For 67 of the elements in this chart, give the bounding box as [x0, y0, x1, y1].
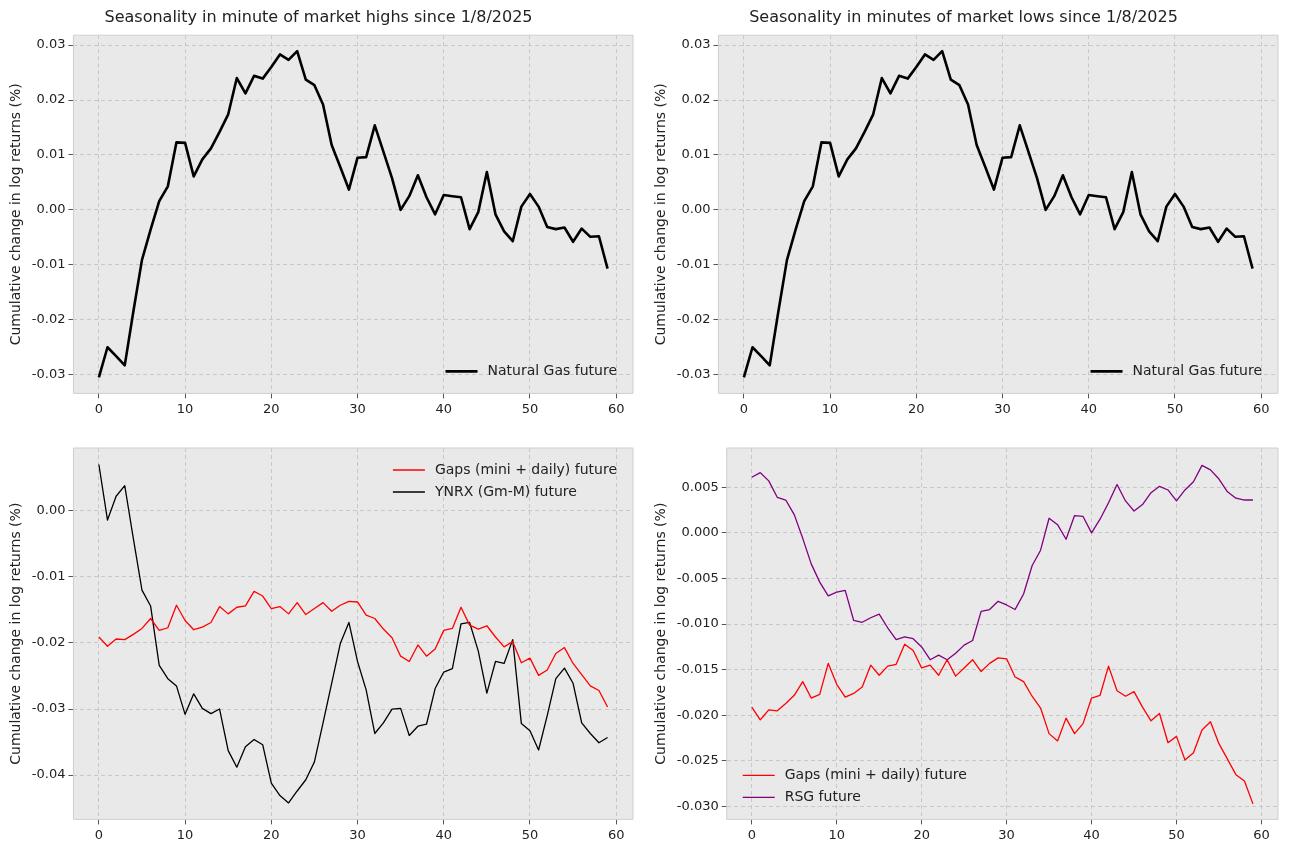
x-tick-label: 40 [1080, 400, 1098, 416]
y-axis-title: Cumulative change in log returns (%) [652, 83, 669, 346]
x-tick-label: 0 [94, 400, 104, 416]
y-tick-label: -0.025 [676, 752, 719, 768]
x-tick-label: 50 [521, 826, 539, 842]
x-tick-label: 60 [607, 826, 625, 842]
x-tick-label: 10 [821, 400, 839, 416]
x-tick-label: 30 [349, 826, 366, 842]
legend-label: Natural Gas future [1132, 362, 1263, 379]
y-tick-label: -0.01 [31, 256, 66, 272]
x-tick-label: 50 [1168, 826, 1185, 842]
chart-title: Seasonality in minutes of market lows since 1/8/2025 [749, 6, 1178, 26]
y-tick-label: 0.000 [681, 524, 719, 540]
legend-label: YNRX (Gm-M) future [433, 482, 577, 499]
y-tick-label: -0.010 [676, 615, 719, 631]
y-tick-label: 0.00 [36, 502, 66, 518]
y-tick-label: -0.02 [31, 311, 66, 327]
y-tick-label: 0.00 [36, 201, 66, 217]
y-tick-label: 0.00 [681, 201, 711, 217]
y-tick-label: 0.03 [681, 36, 711, 52]
x-tick-label: 50 [1166, 400, 1184, 416]
y-tick-label: -0.015 [676, 661, 719, 677]
x-tick-label: 30 [998, 826, 1015, 842]
y-tick-label: -0.005 [676, 569, 719, 585]
y-tick-label: 0.01 [36, 146, 66, 162]
x-tick-label: 60 [1252, 400, 1270, 416]
legend-label: RSG future [784, 788, 861, 805]
x-tick-label: 60 [607, 400, 625, 416]
y-axis-title: Cumulative change in log returns (%) [7, 83, 24, 346]
x-tick-label: 20 [263, 826, 280, 842]
x-tick-label: 30 [349, 400, 366, 416]
y-tick-label: -0.01 [31, 568, 66, 584]
y-tick-label: -0.02 [676, 311, 711, 327]
y-tick-label: 0.01 [681, 146, 711, 162]
y-tick-label: -0.03 [31, 700, 66, 716]
y-tick-label: 0.03 [36, 36, 66, 52]
x-tick-label: 10 [176, 400, 194, 416]
y-tick-label: 0.02 [36, 91, 66, 107]
x-tick-label: 20 [908, 400, 925, 416]
x-tick-label: 0 [739, 400, 749, 416]
y-tick-label: -0.02 [31, 634, 66, 650]
y-axis-title: Cumulative change in log returns (%) [652, 502, 669, 765]
y-tick-label: 0.005 [681, 478, 719, 494]
x-tick-label: 10 [828, 826, 845, 842]
y-tick-label: -0.03 [676, 366, 711, 382]
x-tick-label: 50 [521, 400, 539, 416]
legend-label: Natural Gas future [487, 362, 618, 379]
chart-title: Seasonality in minute of market highs since 1/8/2025 [104, 6, 533, 26]
x-tick-label: 20 [263, 400, 280, 416]
x-tick-label: 40 [435, 400, 453, 416]
legend-label: Gaps (mini + daily) future [434, 460, 617, 477]
y-axis-title: Cumulative change in log returns (%) [7, 502, 24, 765]
y-tick-label: 0.02 [681, 91, 711, 107]
x-tick-label: 40 [435, 826, 453, 842]
y-tick-label: -0.01 [676, 256, 711, 272]
y-tick-label: -0.03 [31, 366, 66, 382]
legend-label: Gaps (mini + daily) future [784, 766, 967, 783]
x-tick-label: 20 [913, 826, 930, 842]
x-tick-label: 60 [1253, 826, 1270, 842]
x-tick-label: 10 [176, 826, 194, 842]
x-tick-label: 0 [747, 826, 756, 842]
x-tick-label: 30 [994, 400, 1011, 416]
x-tick-label: 40 [1083, 826, 1100, 842]
y-tick-label: -0.030 [676, 798, 719, 813]
y-tick-label: -0.020 [676, 706, 719, 722]
y-tick-label: -0.04 [31, 766, 66, 782]
x-tick-label: 0 [94, 826, 104, 842]
